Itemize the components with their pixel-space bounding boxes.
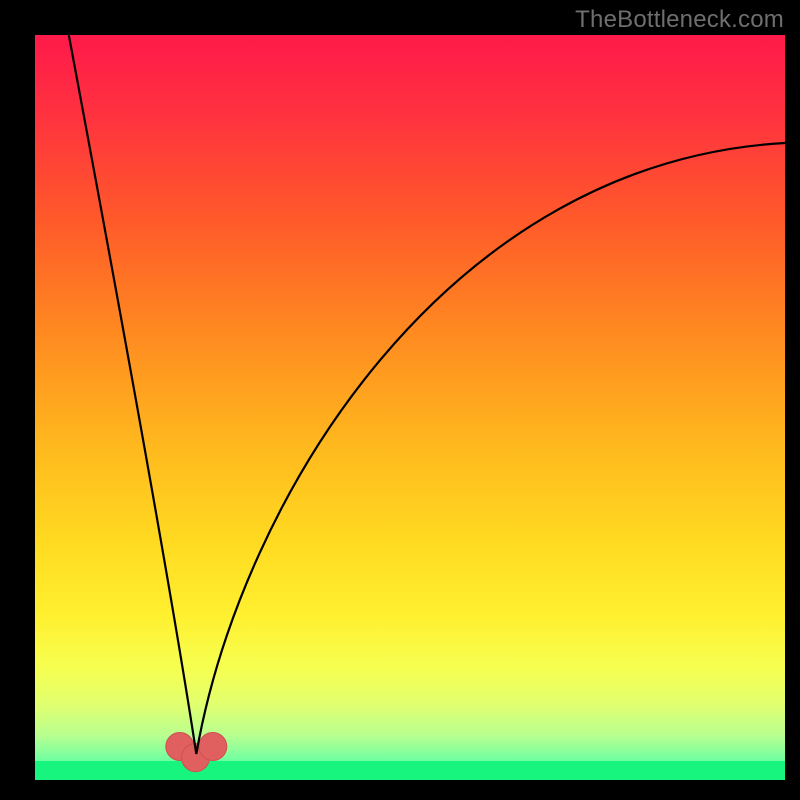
bottleneck-curve bbox=[69, 35, 785, 754]
outer-frame: TheBottleneck.com bbox=[0, 0, 800, 800]
curve-layer bbox=[35, 35, 785, 780]
bump-marker bbox=[199, 733, 227, 761]
plot-area bbox=[35, 35, 785, 780]
watermark-text: TheBottleneck.com bbox=[575, 6, 784, 34]
